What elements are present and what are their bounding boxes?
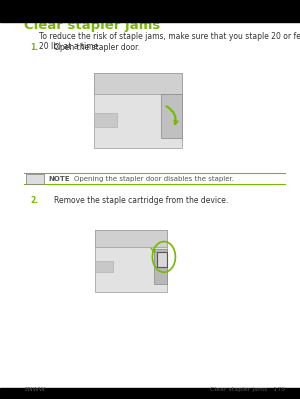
Bar (0, 388, 300, 399)
FancyBboxPatch shape (157, 252, 167, 267)
Text: Clear stapler jams   175: Clear stapler jams 175 (210, 387, 285, 392)
FancyArrowPatch shape (151, 249, 155, 252)
Text: NOTE: NOTE (48, 176, 70, 182)
Text: To reduce the risk of staple jams, make sure that you staple 20 or fewer pages o: To reduce the risk of staple jams, make … (39, 32, 300, 51)
FancyBboxPatch shape (154, 249, 167, 284)
FancyBboxPatch shape (95, 229, 167, 292)
Text: 1.: 1. (30, 43, 38, 52)
Text: Clear stapler jams: Clear stapler jams (24, 19, 160, 32)
Text: ENWW: ENWW (24, 387, 45, 392)
FancyBboxPatch shape (94, 73, 182, 148)
Text: Opening the stapler door disables the stapler.: Opening the stapler door disables the st… (74, 176, 233, 182)
FancyBboxPatch shape (94, 73, 182, 94)
FancyBboxPatch shape (26, 174, 44, 184)
Text: 2.: 2. (30, 196, 38, 205)
FancyBboxPatch shape (95, 229, 167, 247)
Text: Remove the staple cartridge from the device.: Remove the staple cartridge from the dev… (54, 196, 228, 205)
Text: Open the stapler door.: Open the stapler door. (54, 43, 140, 52)
FancyBboxPatch shape (94, 113, 117, 127)
FancyBboxPatch shape (95, 261, 113, 272)
Bar (0, 0, 300, 22)
FancyBboxPatch shape (161, 94, 182, 138)
FancyArrowPatch shape (167, 106, 178, 124)
